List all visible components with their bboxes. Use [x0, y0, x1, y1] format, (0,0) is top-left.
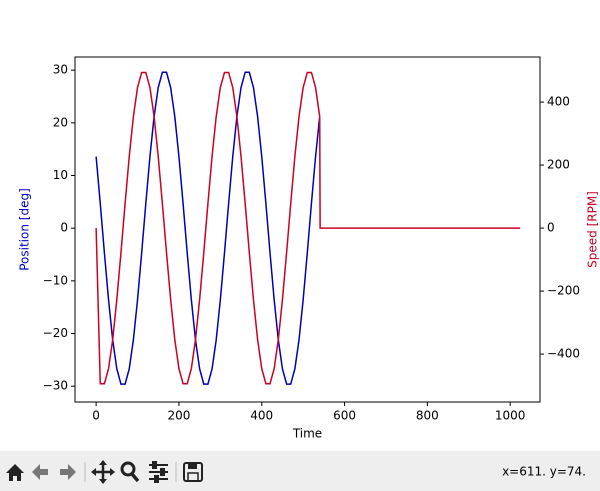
x-tick-label: 0	[92, 409, 100, 423]
plot-frame	[74, 56, 541, 403]
y-tick-label: 30	[53, 63, 68, 77]
x-tick-label: 400	[250, 409, 273, 423]
y-tick-label: 10	[53, 168, 68, 182]
y2-tick-label: −400	[547, 347, 580, 361]
x-axis-label: Time	[292, 427, 322, 441]
y-tick-label: 0	[60, 221, 68, 235]
pan-button[interactable]	[91, 460, 115, 484]
y2-tick-label: 0	[547, 221, 555, 235]
y-tick-label: −10	[43, 273, 68, 287]
x-tick-label: 1000	[495, 409, 526, 423]
y2-tick-label: −200	[547, 284, 580, 298]
data-line	[95, 71, 321, 385]
y-tick-label: −30	[43, 379, 68, 393]
figure-canvas	[0, 0, 600, 451]
x-tick-label: 600	[333, 409, 356, 423]
y2-tick-label: 400	[547, 95, 570, 109]
y2-axis-label: Speed [RPM]	[586, 191, 600, 268]
y2-tick-label: 200	[547, 158, 570, 172]
forward-button[interactable]	[60, 464, 76, 480]
status-text: x=611. y=74.	[502, 465, 586, 479]
x-tick-label: 800	[416, 409, 439, 423]
home-button[interactable]	[6, 464, 24, 481]
y-axis-label: Position [deg]	[18, 188, 32, 271]
x-tick-label: 200	[167, 409, 190, 423]
configure-button[interactable]	[149, 461, 168, 483]
y-tick-label: −20	[43, 326, 68, 340]
save-button[interactable]	[183, 462, 203, 482]
data-line	[95, 71, 521, 385]
back-button[interactable]	[32, 464, 48, 480]
zoom-button[interactable]	[120, 461, 140, 483]
y-tick-label: 20	[53, 115, 68, 129]
